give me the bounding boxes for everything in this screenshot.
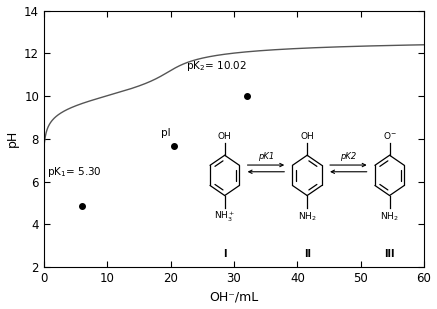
Text: pK$_1$= 5.30: pK$_1$= 5.30 bbox=[47, 165, 102, 180]
Text: pI: pI bbox=[161, 128, 171, 138]
Text: pK$_2$= 10.02: pK$_2$= 10.02 bbox=[187, 58, 247, 73]
Y-axis label: pH: pH bbox=[6, 130, 18, 147]
X-axis label: OH⁻/mL: OH⁻/mL bbox=[209, 290, 259, 303]
